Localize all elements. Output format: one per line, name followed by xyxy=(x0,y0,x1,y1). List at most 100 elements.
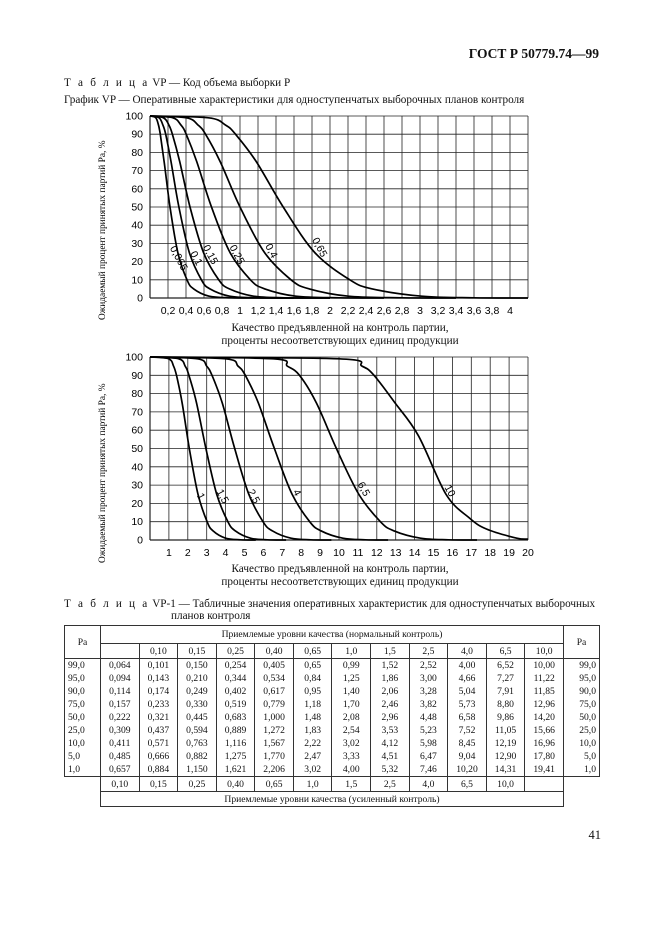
table-cell: 5,73 xyxy=(447,698,487,711)
tightened-level: 0,15 xyxy=(138,776,179,792)
oc-curve xyxy=(149,115,331,299)
table-cell: 11,85 xyxy=(524,685,564,698)
table-cell: 5,98 xyxy=(408,737,449,750)
pa-header-right: Pa xyxy=(563,625,600,659)
table-cell: 0,884 xyxy=(138,763,179,777)
table-cell: 2,46 xyxy=(370,698,410,711)
pa-value-right: 95,0 xyxy=(563,672,600,685)
blank-cell xyxy=(65,792,101,807)
table-cell: 2,96 xyxy=(370,711,410,724)
curve-label: 0,15 xyxy=(200,243,220,267)
oc-curve xyxy=(149,356,389,541)
x-tick-label: 17 xyxy=(465,547,477,559)
y-tick-label: 50 xyxy=(131,202,143,214)
table-cell: 7,27 xyxy=(485,672,526,685)
table-cell: 10,00 xyxy=(524,658,564,672)
table-vp1-title-line1: VP-1 — Табличные значения оперативных ха… xyxy=(152,598,596,610)
x-tick-label: 0,2 xyxy=(161,305,176,317)
graph-vp-caption: График VP — Оперативные характеристики д… xyxy=(64,94,525,106)
table-cell: 0,330 xyxy=(177,698,217,711)
table-cell: 1,25 xyxy=(331,672,372,685)
table-cell: 5,32 xyxy=(370,763,410,777)
table-cell: 5,04 xyxy=(447,685,487,698)
table-cell: 17,80 xyxy=(524,750,564,763)
oc-curve xyxy=(149,356,529,541)
table-cell: 0,411 xyxy=(100,737,140,750)
x-tick-label: 1 xyxy=(166,547,172,559)
y-tick-label: 100 xyxy=(125,352,143,364)
x-tick-label: 15 xyxy=(428,547,440,559)
table-cell: 1,83 xyxy=(292,724,333,737)
table-cell: 9,86 xyxy=(485,711,526,724)
table-cell: 1,770 xyxy=(254,750,294,763)
table-cell: 1,48 xyxy=(292,711,333,724)
page-number: 41 xyxy=(588,828,602,842)
x-tick-label: 2 xyxy=(185,547,191,559)
pa-value-left: 5,0 xyxy=(64,750,101,763)
table-row: 1,0 0,657 0,884 1,150 1,621 2,206 3,02 4,00 5,32… xyxy=(64,763,600,777)
y-tick-label: 20 xyxy=(131,256,143,268)
table-cell: 0,485 xyxy=(100,750,140,763)
tightened-level-blank xyxy=(524,776,564,792)
x-tick-label: 13 xyxy=(390,547,402,559)
table-cell: 0,763 xyxy=(177,737,217,750)
chart-bottom-y-ticks: 0 10 20 30 40 50 60 70 80 90 100 xyxy=(125,352,143,547)
blank-cell xyxy=(564,777,600,792)
table-cell: 0,683 xyxy=(215,711,256,724)
table-cell: 0,519 xyxy=(215,698,256,711)
x-tick-label: 1,6 xyxy=(287,305,302,317)
table-cell: 10,20 xyxy=(447,763,487,777)
table-cell: 2,206 xyxy=(254,763,294,777)
table-cell: 6,47 xyxy=(408,750,449,763)
table-cell: 2,47 xyxy=(292,750,333,763)
table-row: 95,0 0,094 0,143 0,210 0,344 0,534 0,84 1,25 1,8… xyxy=(64,672,600,685)
table-cell: 8,80 xyxy=(485,698,526,711)
table-cell: 0,249 xyxy=(177,685,217,698)
table-vp-text: VP — Код объема выборки Р xyxy=(152,77,291,89)
table-cell: 14,20 xyxy=(524,711,564,724)
chart-bottom-x-label-line2: проценты несоответствующих единиц продук… xyxy=(221,576,459,588)
normal-levels-row: 0,10 0,15 0,25 0,40 0,65 1,0 1,5 2,5 4,0 6,5 10,0 xyxy=(65,643,600,659)
table-cell: 4,51 xyxy=(370,750,410,763)
table-cell: 6,58 xyxy=(447,711,487,724)
x-tick-label: 20 xyxy=(522,547,534,559)
chart-bottom-curve-labels: 1 1,5 2,5 4 6,5 10 xyxy=(194,480,458,506)
table-cell: 0,571 xyxy=(138,737,179,750)
x-tick-label: 3,4 xyxy=(449,305,464,317)
empty-level-cell xyxy=(100,643,140,659)
table-cell: 8,45 xyxy=(447,737,487,750)
y-tick-label: 40 xyxy=(131,461,143,473)
table-row: 25,0 0,309 0,437 0,594 0,889 1,272 1,83 2,54 3,5… xyxy=(64,724,600,737)
normal-level-header: 10,0 xyxy=(524,643,564,659)
table-cell: 0,064 xyxy=(100,658,140,672)
pa-value-right: 50,0 xyxy=(563,711,600,724)
table-vp1-head: Т а б л и ц а xyxy=(64,598,150,610)
pa-value-left: 95,0 xyxy=(64,672,101,685)
chart-top-y-axis-label: Ожидаемый процент принятых партий Pa, % xyxy=(97,140,108,320)
table-cell: 0,594 xyxy=(177,724,217,737)
pa-value-right: 5,0 xyxy=(563,750,600,763)
tightened-level: 0,25 xyxy=(177,776,217,792)
chart-top-x-label-line2: проценты несоответствующих единиц продук… xyxy=(221,335,459,347)
pa-value-right: 25,0 xyxy=(563,724,600,737)
x-tick-label: 7 xyxy=(279,547,285,559)
table-cell: 0,405 xyxy=(254,658,294,672)
curve-label: 6,5 xyxy=(355,480,373,499)
chart-top-x-ticks: 0,2 0,4 0,6 0,8 1 1,2 1,4 1,6 1,8 2 2,2 2,4 2,6 2,8 3 3… xyxy=(161,305,513,317)
table-row: 5,0 0,485 0,666 0,882 1,275 1,770 2,47 3,33 4,51… xyxy=(64,750,600,763)
oc-curve xyxy=(149,356,256,541)
x-tick-label: 0,8 xyxy=(215,305,230,317)
chart-top-grid xyxy=(149,115,529,299)
x-tick-label: 2,8 xyxy=(395,305,410,317)
tightened-level: 0,65 xyxy=(254,776,294,792)
table-cell: 0,210 xyxy=(177,672,217,685)
x-tick-label: 3,2 xyxy=(431,305,446,317)
oc-curve xyxy=(149,356,478,541)
x-tick-label: 11 xyxy=(352,547,363,559)
normal-level-header: 6,5 xyxy=(485,643,526,659)
table-vp-caption: Т а б л и ц а VP — Код объема выборки Р xyxy=(64,77,290,89)
curve-label: 0,065 xyxy=(167,244,190,273)
table-cell: 19,41 xyxy=(524,763,564,777)
table-cell: 15,66 xyxy=(524,724,564,737)
table-cell: 3,33 xyxy=(331,750,372,763)
